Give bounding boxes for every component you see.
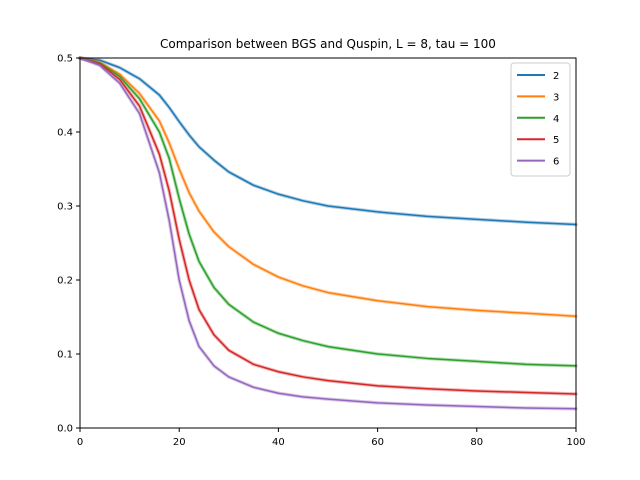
y-tick-label: 0.4 [57, 128, 73, 139]
y-tick-label: 0.2 [57, 276, 73, 287]
series-line-2 [79, 57, 577, 226]
y-tick-label: 0.5 [57, 54, 73, 65]
x-tick-label: 60 [371, 437, 384, 448]
series-line-5 [79, 57, 577, 395]
legend: 2 3 4 5 6 [510, 62, 571, 177]
y-tick-label: 0.3 [57, 202, 73, 213]
y-tick-label: 0.1 [57, 350, 73, 361]
series-line-4 [79, 57, 577, 367]
x-tick-label: 20 [173, 437, 186, 448]
legend-label-2: 2 [553, 71, 559, 82]
legend-label-4: 4 [553, 114, 559, 125]
x-tick-label: 0 [77, 437, 83, 448]
y-axis: 0.0 0.1 0.2 0.3 0.4 0.5 [57, 54, 80, 435]
chart-title: Comparison between BGS and Quspin, L = 8… [160, 37, 496, 51]
series-line-6 [79, 57, 577, 410]
y-tick-label: 0.0 [57, 424, 73, 435]
legend-label-6: 6 [553, 157, 559, 168]
x-axis: 0 20 40 60 80 100 [77, 428, 586, 448]
legend-label-3: 3 [553, 92, 559, 103]
series-line-3 [79, 57, 577, 318]
series-layer [78, 56, 578, 411]
x-tick-label: 80 [470, 437, 483, 448]
x-tick-label: 40 [272, 437, 285, 448]
plot-frame [79, 57, 577, 429]
legend-box [510, 62, 571, 177]
legend-label-5: 5 [553, 135, 559, 146]
x-tick-label: 100 [566, 437, 585, 448]
